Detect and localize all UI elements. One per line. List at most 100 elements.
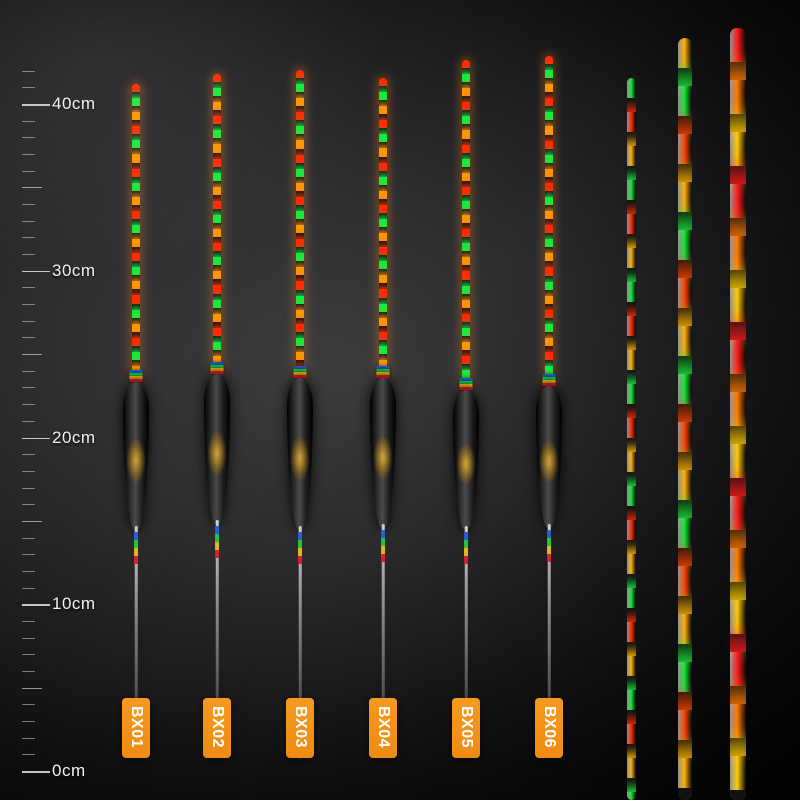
antenna-segment bbox=[545, 56, 553, 65]
closeup-gap bbox=[730, 218, 746, 236]
float-label-bx04[interactable]: BX04 bbox=[369, 697, 397, 758]
antenna-segment bbox=[132, 337, 140, 346]
antenna-gap bbox=[379, 142, 387, 149]
ruler-tick-minor bbox=[22, 554, 35, 556]
antenna-segment bbox=[296, 323, 304, 332]
stem-band bbox=[134, 548, 138, 556]
antenna-gap bbox=[296, 233, 304, 240]
closeup-segment bbox=[627, 724, 636, 744]
antenna-segment bbox=[462, 229, 470, 238]
ruler-tick-minor bbox=[22, 504, 35, 506]
antenna-segment bbox=[462, 186, 470, 195]
antenna-gap bbox=[132, 359, 140, 366]
antenna-segment bbox=[545, 98, 553, 107]
stem-band bbox=[464, 556, 468, 564]
antenna-gap bbox=[462, 68, 470, 75]
antenna-segment bbox=[213, 214, 221, 224]
antenna-segment bbox=[545, 211, 553, 220]
antenna-segment bbox=[462, 200, 470, 210]
closeup-green-red bbox=[627, 78, 636, 800]
antenna-gap bbox=[462, 279, 470, 286]
antenna-segment bbox=[462, 74, 470, 83]
closeup-gap bbox=[678, 356, 692, 374]
color-ring bbox=[210, 365, 224, 368]
antenna-segment bbox=[379, 233, 387, 242]
ruler-tick-minor bbox=[22, 587, 35, 589]
float-body bbox=[453, 390, 479, 530]
antenna-gap bbox=[296, 148, 304, 155]
antenna-gap bbox=[132, 331, 140, 338]
closeup-gap bbox=[627, 302, 636, 316]
antenna-segment bbox=[213, 285, 221, 294]
antenna-segment bbox=[545, 295, 553, 304]
body-gold-pattern bbox=[456, 443, 476, 486]
antenna-gap bbox=[132, 190, 140, 197]
closeup-segment bbox=[730, 756, 746, 790]
ruler-label: 10cm bbox=[52, 594, 96, 614]
antenna-segment bbox=[545, 366, 553, 375]
closeup-segment bbox=[627, 78, 636, 98]
float-label-bx03[interactable]: BX03 bbox=[286, 697, 314, 758]
antenna-segment bbox=[545, 323, 553, 332]
closeup-gap bbox=[730, 582, 746, 600]
antenna-segment bbox=[296, 309, 304, 318]
antenna-segment bbox=[462, 370, 470, 379]
stem-band bbox=[381, 538, 385, 546]
antenna-gap bbox=[379, 339, 387, 346]
antenna-gap bbox=[545, 120, 553, 127]
antenna-segment bbox=[379, 218, 387, 228]
antenna-gap bbox=[213, 124, 221, 131]
antenna-segment bbox=[213, 200, 221, 209]
antenna-segment bbox=[213, 158, 221, 167]
antenna-gap bbox=[296, 106, 304, 113]
antenna-segment bbox=[213, 88, 221, 97]
float-label-bx02[interactable]: BX02 bbox=[203, 697, 231, 758]
float-antenna bbox=[462, 60, 470, 390]
stem-color-bands bbox=[215, 526, 219, 560]
antenna-gap bbox=[545, 303, 553, 310]
closeup-segment bbox=[730, 496, 746, 530]
antenna-segment bbox=[379, 247, 387, 256]
closeup-segment bbox=[627, 588, 636, 608]
antenna-segment bbox=[545, 239, 553, 248]
antenna-segment bbox=[213, 74, 221, 83]
antenna-segment bbox=[462, 60, 470, 69]
antenna-segment bbox=[296, 210, 304, 220]
closeup-gap bbox=[678, 596, 692, 614]
closeup-amber-green bbox=[678, 38, 692, 800]
antenna-gap bbox=[132, 92, 140, 99]
stem-band bbox=[464, 540, 468, 548]
antenna-gap bbox=[213, 223, 221, 230]
float-label-bx01[interactable]: BX01 bbox=[122, 697, 150, 758]
closeup-segment bbox=[678, 614, 692, 644]
float-top-rings bbox=[293, 366, 307, 378]
closeup-segment bbox=[730, 28, 746, 62]
float-label-bx06[interactable]: BX06 bbox=[535, 697, 563, 758]
ruler-tick-minor bbox=[22, 620, 35, 622]
closeup-segment bbox=[678, 470, 692, 500]
antenna-segment bbox=[462, 257, 470, 266]
float-label-bx05[interactable]: BX05 bbox=[452, 697, 480, 758]
closeup-gap bbox=[678, 404, 692, 422]
ruler-tick-minor bbox=[22, 487, 35, 489]
closeup-gap bbox=[730, 790, 746, 800]
closeup-gap bbox=[627, 574, 636, 588]
closeup-segment bbox=[730, 288, 746, 322]
color-ring bbox=[459, 381, 473, 384]
stem-band bbox=[381, 554, 385, 562]
antenna-segment bbox=[462, 158, 470, 167]
antenna-gap bbox=[213, 335, 221, 342]
body-gold-pattern bbox=[290, 435, 310, 482]
antenna-gap bbox=[132, 148, 140, 155]
closeup-gap bbox=[627, 778, 636, 792]
ruler-tick-minor bbox=[22, 370, 35, 372]
antenna-segment bbox=[296, 196, 304, 205]
antenna-gap bbox=[545, 247, 553, 254]
ruler-tick-minor bbox=[22, 154, 35, 156]
closeup-gap bbox=[627, 370, 636, 384]
antenna-gap bbox=[545, 317, 553, 324]
antenna-segment bbox=[379, 134, 387, 143]
antenna-gap bbox=[296, 359, 304, 366]
antenna-gap bbox=[379, 311, 387, 318]
stem-color-bands bbox=[464, 532, 468, 566]
